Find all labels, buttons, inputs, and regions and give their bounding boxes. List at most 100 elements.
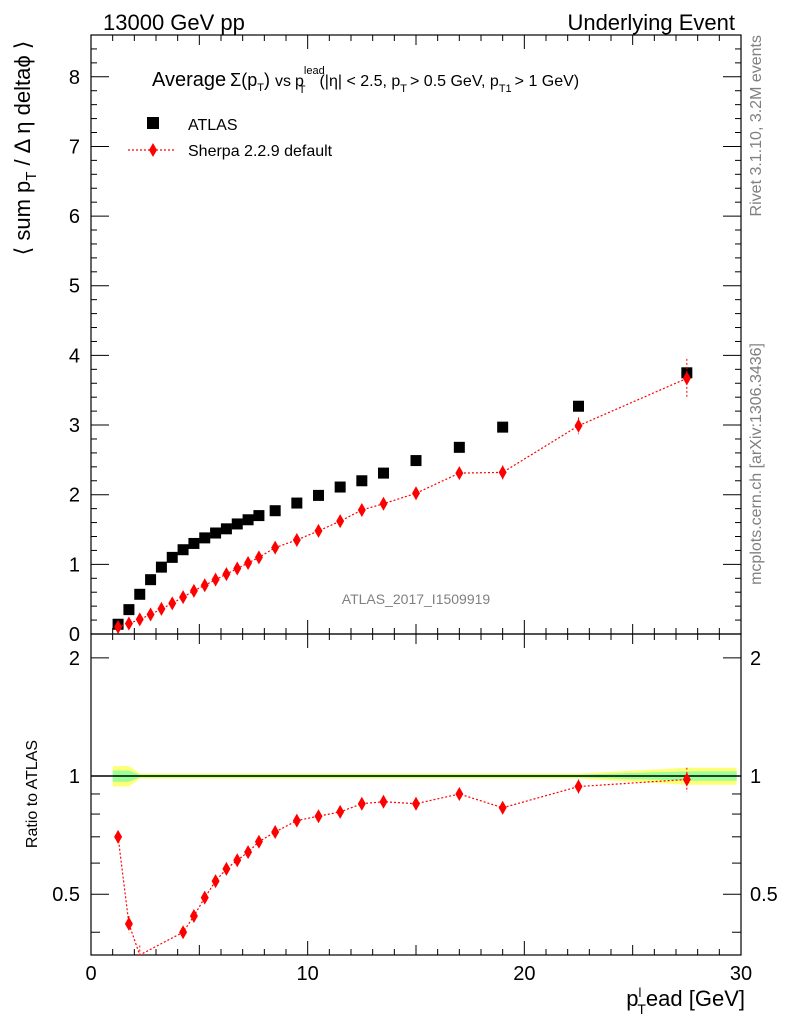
ratio-y-tick-label: 2 <box>69 648 80 670</box>
ratio-y-tick-label-right: 2 <box>750 648 761 670</box>
ratio-y-tick-label: 0.5 <box>52 884 80 906</box>
x-axis-label: pl Tead [GeV] <box>626 985 745 1017</box>
legend: ATLAS Sherpa 2.2.9 default <box>128 117 333 160</box>
sherpa-point <box>682 371 691 386</box>
ratio-sherpa-point <box>211 874 220 889</box>
x-tick-label: 0 <box>85 963 96 985</box>
legend-label-sherpa: Sherpa 2.2.9 default <box>188 143 333 160</box>
y-tick-label: 6 <box>69 206 80 228</box>
y-tick-label: 5 <box>69 276 80 298</box>
ratio-sherpa-point <box>244 845 253 860</box>
ratio-sherpa-point <box>222 861 231 876</box>
ratio-sherpa-point <box>179 925 188 940</box>
atlas-point <box>291 497 303 509</box>
ratio-sherpa-point <box>498 800 507 815</box>
atlas-point <box>453 441 465 453</box>
sherpa-point <box>222 567 231 582</box>
atlas-point <box>199 532 211 544</box>
sherpa-point <box>200 578 209 593</box>
ratio-sherpa-point <box>455 786 464 801</box>
ratio-plot-panel: 0 10 20 30 0.5 0.5 1 1 2 2 <box>52 633 778 985</box>
ratio-frame <box>90 633 742 956</box>
atlas-point <box>177 544 189 556</box>
sherpa-point <box>271 540 280 555</box>
legend-marker-atlas <box>147 117 159 129</box>
y-tick-label: 0 <box>69 624 80 646</box>
atlas-point <box>155 561 167 573</box>
atlas-point <box>188 537 200 549</box>
x-tick-label: 20 <box>513 963 535 985</box>
y-tick-label: 2 <box>69 485 80 507</box>
ratio-sherpa-point <box>124 916 133 931</box>
sherpa-point <box>357 503 366 518</box>
mcplots-label: mcplots.cern.ch [arXiv:1306.3436] <box>748 343 765 585</box>
atlas-point <box>253 510 265 522</box>
sherpa-point <box>314 523 323 538</box>
legend-label-atlas: ATLAS <box>188 117 238 134</box>
ratio-sherpa-point <box>412 796 420 811</box>
ratio-y-tick-label-right: 1 <box>750 766 761 788</box>
header-right: Underlying Event <box>567 10 735 35</box>
atlas-point <box>123 604 135 616</box>
ratio-y-tick-label: 1 <box>69 766 80 788</box>
ratio-sherpa-point <box>254 834 263 849</box>
y-tick-label: 3 <box>69 415 80 437</box>
x-tick-label: 10 <box>297 963 319 985</box>
legend-marker-sherpa <box>149 143 157 157</box>
y-tick-label: 7 <box>69 136 80 158</box>
sherpa-point <box>189 583 198 598</box>
y-tick-label: 8 <box>69 67 80 89</box>
sherpa-point <box>292 532 301 547</box>
sherpa-point <box>412 486 420 501</box>
ratio-sherpa-point <box>379 794 388 809</box>
ratio-y-tick-label-right: 0.5 <box>750 884 778 906</box>
header-left: 13000 GeV pp <box>103 10 245 35</box>
main-plot-panel: 0 1 2 3 4 5 6 7 8 <box>69 34 742 646</box>
atlas-point <box>242 514 254 526</box>
x-tick-label: 30 <box>730 963 752 985</box>
rivet-label: Rivet 3.1.10, 3.2M events <box>748 35 765 216</box>
main-title: Average Σ(pT) vs plead T (|η| < 2.5, pT > 0.5 … <box>152 65 579 96</box>
atlas-point <box>497 421 509 433</box>
main-y-axis-label: ⟨ sum pT/ Δ η deltaϕ ⟩ <box>10 41 40 256</box>
sherpa-point <box>168 596 177 611</box>
atlas-point <box>378 467 389 479</box>
sherpa-point <box>114 620 123 635</box>
atlas-point <box>573 400 584 412</box>
atlas-point <box>356 475 368 487</box>
atlas-point <box>166 551 178 563</box>
ratio-sherpa-point <box>233 853 242 868</box>
y-tick-label: 4 <box>69 345 80 367</box>
ratio-sherpa-point <box>682 772 691 787</box>
sherpa-point <box>179 590 188 605</box>
sherpa-point <box>455 466 464 481</box>
sherpa-point <box>146 607 155 622</box>
sherpa-point <box>244 555 253 570</box>
atlas-point <box>334 481 346 493</box>
sherpa-point <box>498 465 507 480</box>
sherpa-point <box>379 496 388 511</box>
ratio-sherpa-point <box>200 890 209 905</box>
atlas-point <box>210 527 222 539</box>
ratio-sherpa-point <box>292 813 301 828</box>
atlas-point <box>134 588 146 600</box>
sherpa-point <box>124 616 133 631</box>
sherpa-point <box>336 514 345 529</box>
y-tick-label: 1 <box>69 554 80 576</box>
ratio-y-axis-label: Ratio to ATLAS <box>24 740 41 848</box>
analysis-id-label: ATLAS_2017_I1509919 <box>342 591 491 607</box>
atlas-point <box>269 505 281 517</box>
ratio-sherpa-point <box>314 809 323 824</box>
atlas-point <box>313 489 324 501</box>
ratio-sherpa-point <box>114 829 123 844</box>
atlas-point <box>410 455 422 467</box>
ratio-sherpa-point <box>357 796 366 811</box>
ratio-sherpa-point <box>574 779 583 794</box>
ratio-sherpa-point <box>336 804 345 819</box>
sherpa-point <box>211 572 220 587</box>
sherpa-point <box>135 612 144 627</box>
sherpa-point <box>574 418 583 433</box>
sherpa-point <box>157 601 166 616</box>
atlas-point <box>220 523 232 535</box>
